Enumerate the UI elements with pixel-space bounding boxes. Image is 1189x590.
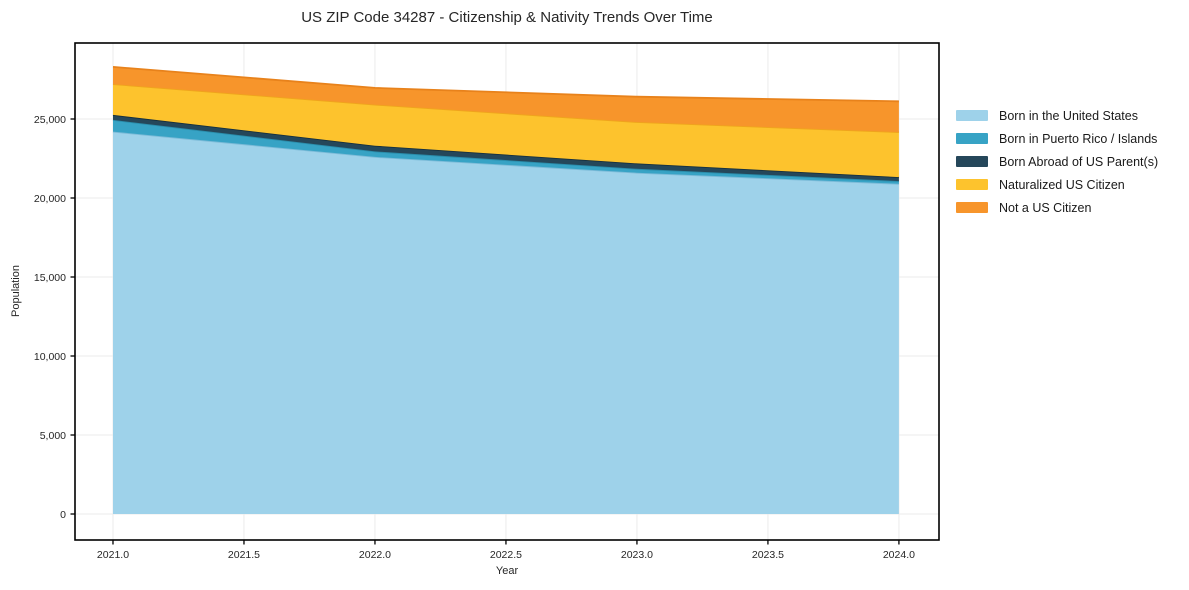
y-tick-label: 20,000 [34,193,66,205]
y-tick-label: 5,000 [40,430,66,442]
x-tick-label: 2024.0 [883,549,915,561]
legend-label: Naturalized US Citizen [999,177,1125,192]
y-axis-label: Population [10,265,22,317]
legend-label: Born in Puerto Rico / Islands [999,131,1158,146]
x-tick-label: 2023.5 [752,549,784,561]
y-tick-label: 25,000 [34,114,66,126]
legend-item: Not a US Citizen [956,196,1158,219]
x-axis-label: Year [495,565,519,577]
chart-title: US ZIP Code 34287 - Citizenship & Nativi… [301,9,713,26]
legend-swatch [956,156,988,167]
legend-swatch [956,202,988,213]
legend-swatch [956,133,988,144]
legend: Born in the United States Born in Puerto … [956,104,1158,219]
area-3 [113,84,899,178]
legend-item: Naturalized US Citizen [956,173,1158,196]
axes-frame [74,42,940,541]
legend-item: Born in Puerto Rico / Islands [956,127,1158,150]
y-tick-label: 0 [60,509,66,521]
x-tick-label: 2022.5 [490,549,522,561]
area-edge-4 [112,66,899,103]
y-tick-label: 15,000 [34,272,66,284]
legend-label: Not a US Citizen [999,200,1092,215]
legend-swatch [956,179,988,190]
x-tick-label: 2022.0 [359,549,391,561]
legend-label: Born in the United States [999,108,1138,123]
legend-label: Born Abroad of US Parent(s) [999,154,1159,169]
legend-item: Born Abroad of US Parent(s) [956,150,1158,173]
area-0 [113,131,899,514]
legend-item: Born in the United States [956,104,1158,127]
x-tick-label: 2021.5 [228,549,260,561]
x-tick-label: 2021.0 [97,549,129,561]
legend-swatch [956,110,988,121]
x-tick-label: 2023.0 [621,549,653,561]
y-tick-label: 10,000 [34,351,66,363]
area-2 [113,114,899,182]
